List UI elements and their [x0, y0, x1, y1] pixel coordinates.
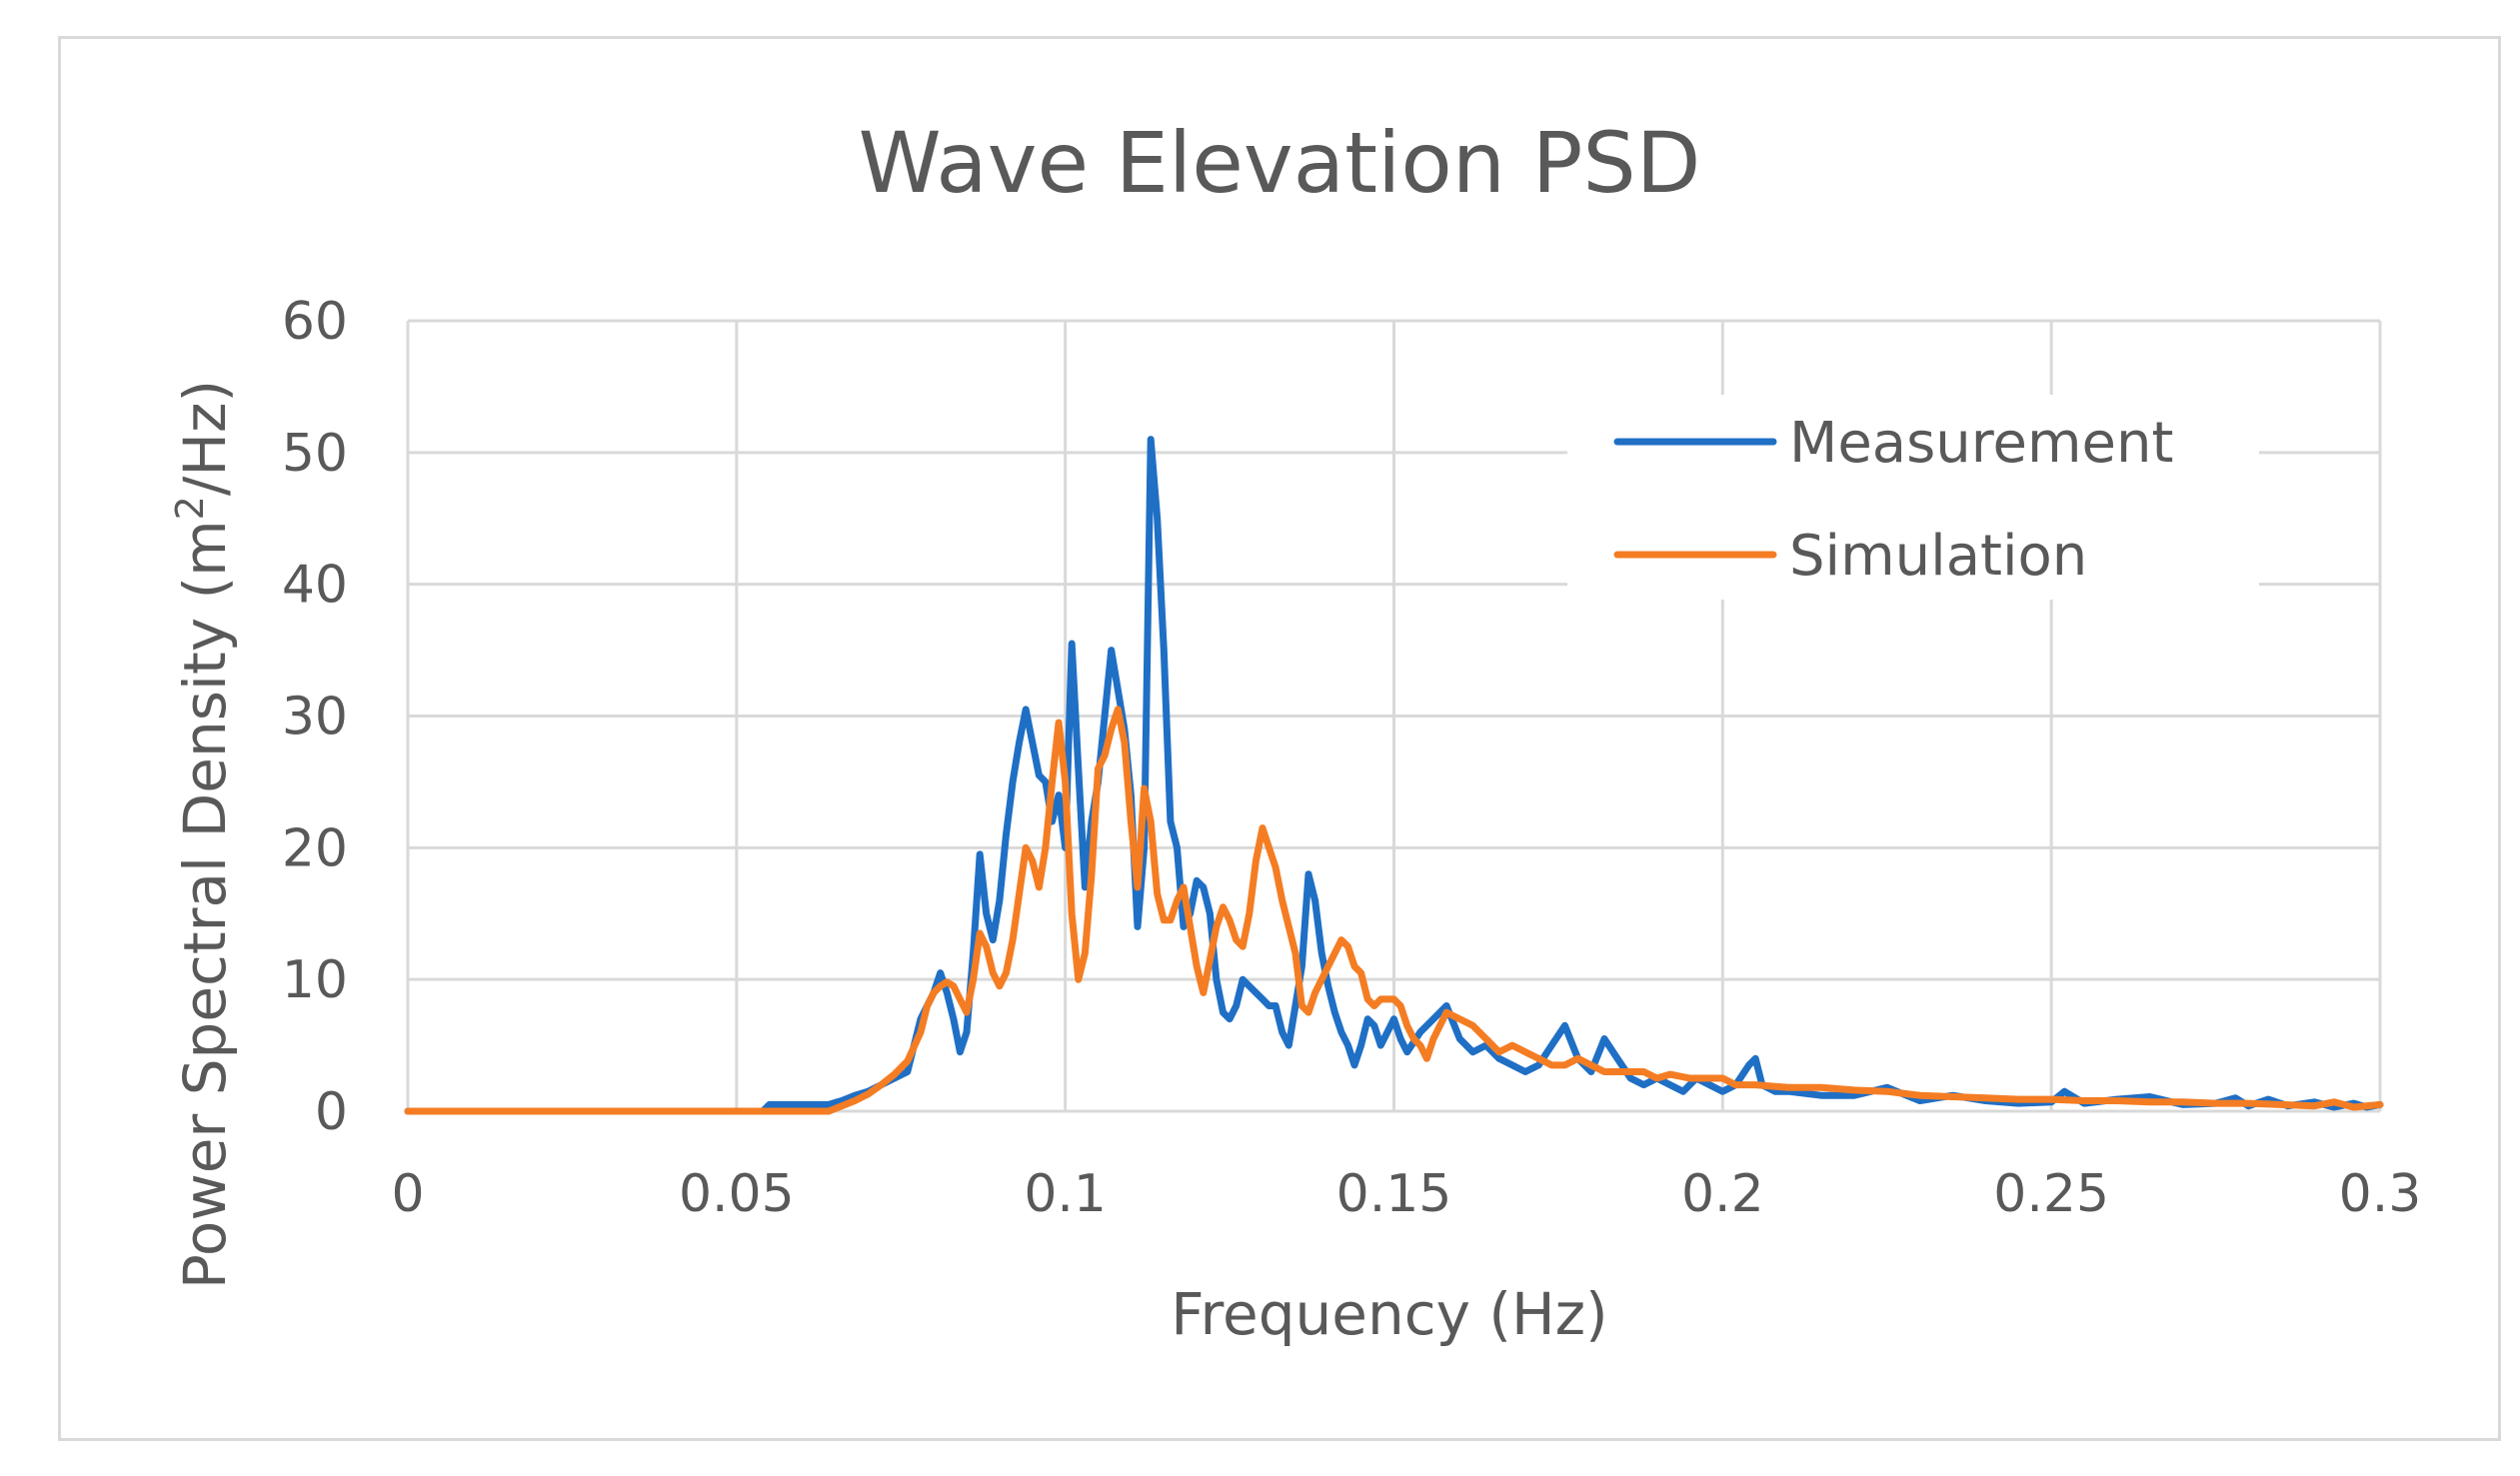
y-tick-label: 0 — [315, 1082, 348, 1142]
x-tick-label: 0 — [391, 1164, 424, 1224]
x-tick-label: 0.2 — [1681, 1164, 1764, 1224]
y-tick-label: 20 — [282, 818, 348, 878]
x-tick-label: 0.25 — [1993, 1164, 2109, 1224]
x-tick-label: 0.3 — [2339, 1164, 2422, 1224]
y-tick-label: 30 — [282, 688, 348, 747]
y-tick-label: 10 — [282, 950, 348, 1010]
x-tick-label: 0.05 — [679, 1164, 795, 1224]
x-axis-title: Frequency (Hz) — [1171, 1280, 1607, 1348]
series-lines — [404, 436, 2384, 1115]
y-tick-label: 60 — [282, 292, 348, 352]
x-tick-labels: 0 0.05 0.1 0.15 0.2 0.25 0.3 — [391, 1164, 2421, 1224]
y-axis-title-main: Power Spectral Density (m — [171, 520, 239, 1289]
legend-label-measurement: Measurement — [1789, 411, 2173, 476]
legend-background — [1567, 395, 2259, 600]
chart-frame — [58, 36, 2501, 1441]
legend-label-simulation: Simulation — [1789, 524, 2087, 589]
x-tick-label: 0.15 — [1336, 1164, 1452, 1224]
y-axis-title: Power Spectral Density (m2/Hz) — [168, 380, 239, 1289]
y-tick-label: 50 — [282, 424, 348, 484]
y-tick-labels: 0 10 20 30 40 50 60 — [282, 292, 348, 1142]
series-line-measurement — [404, 436, 2384, 1115]
y-axis-title-end: /Hz) — [171, 380, 239, 496]
x-tick-label: 0.1 — [1024, 1164, 1107, 1224]
series-line-simulation — [404, 706, 2384, 1115]
legend: Measurement Simulation — [1567, 395, 2259, 600]
y-axis-title-superscript: 2 — [168, 496, 212, 520]
y-tick-label: 40 — [282, 556, 348, 616]
chart-title: Wave Elevation PSD — [859, 114, 1701, 212]
